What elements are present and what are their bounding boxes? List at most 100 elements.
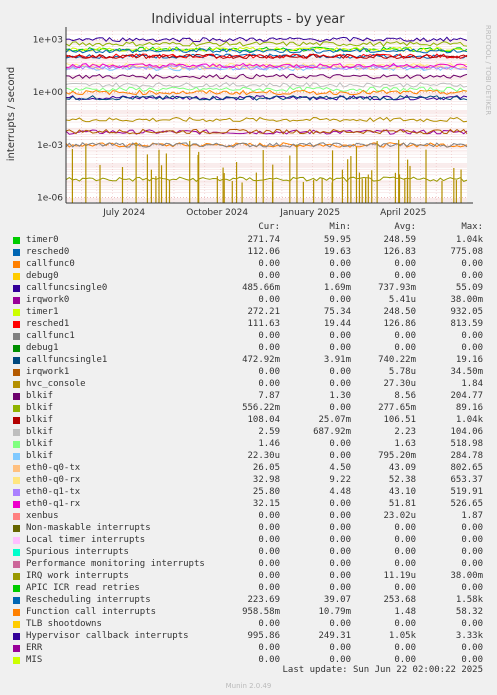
legend-min: 0.00 — [329, 367, 351, 377]
legend-name: blkif — [26, 403, 54, 413]
legend-row: hvc_console 0.00 0.00 27.30u 1.84 — [0, 378, 497, 390]
legend-row: blkif 22.30u 0.00 795.20m 284.78 — [0, 450, 497, 462]
legend-max: 0.00 — [461, 619, 483, 629]
legend-cur: 0.00 — [258, 571, 280, 581]
legend-row: Function call interrupts 958.58m 10.79m 1.4… — [0, 606, 497, 618]
legend-cur: 0.00 — [258, 343, 280, 353]
legend-name: xenbus — [26, 511, 59, 521]
legend-min: 249.31 — [318, 631, 351, 641]
legend-max: 1.04k — [455, 415, 483, 425]
legend-avg: 737.93m — [378, 283, 416, 293]
legend-swatch — [13, 633, 20, 640]
series-line — [65, 89, 468, 96]
series-line — [65, 81, 468, 88]
legend-min: 25.07m — [318, 415, 351, 425]
legend-cur: 272.21 — [247, 307, 280, 317]
legend-name: callfunc1 — [26, 331, 75, 341]
series-line — [65, 48, 468, 54]
legend-swatch — [13, 453, 20, 460]
legend-row: irqwork0 0.00 0.00 5.41u 38.00m — [0, 294, 497, 306]
legend-max: 1.58k — [455, 595, 483, 605]
legend-swatch — [13, 621, 20, 628]
legend-cur: 0.00 — [258, 295, 280, 305]
legend-swatch — [13, 441, 20, 448]
legend-max: 0.00 — [461, 547, 483, 557]
legend-cur: 0.00 — [258, 259, 280, 269]
legend-avg: 8.56 — [394, 391, 416, 401]
legend-avg: 43.10 — [388, 487, 416, 497]
legend-row: timer1 272.21 75.34 248.50 932.05 — [0, 306, 497, 318]
legend-avg: 0.00 — [394, 331, 416, 341]
series-line — [65, 73, 468, 80]
legend-max: 0.00 — [461, 643, 483, 653]
legend-name: debug0 — [26, 271, 59, 281]
legend-max: 526.65 — [450, 499, 483, 509]
legend-name: eth0-q1-tx — [26, 487, 81, 497]
legend-name: Function call interrupts — [26, 607, 157, 617]
legend-cur: 0.00 — [258, 271, 280, 281]
legend-name: eth0-q1-rx — [26, 499, 81, 509]
legend-cur: 958.58m — [242, 607, 280, 617]
legend-name: callfuncsingle0 — [26, 283, 108, 293]
series-line — [65, 53, 468, 60]
legend-name: callfuncsingle1 — [26, 355, 108, 365]
legend-row: resched1 111.63 19.44 126.86 813.59 — [0, 318, 497, 330]
legend-cur: 25.80 — [252, 487, 280, 497]
series-line — [65, 142, 468, 148]
legend-swatch — [13, 417, 20, 424]
header-avg: Avg: — [394, 222, 416, 232]
legend-avg: 5.41u — [388, 295, 416, 305]
legend-avg: 51.81 — [388, 499, 416, 509]
legend-cur: 223.69 — [247, 595, 280, 605]
legend-cur: 7.87 — [258, 391, 280, 401]
legend-cur: 0.00 — [258, 367, 280, 377]
legend-swatch — [13, 573, 20, 580]
legend-row: callfuncsingle1 472.92m 3.91m 740.22m 19.16 — [0, 354, 497, 366]
legend-cur: 32.15 — [252, 499, 280, 509]
legend-max: 104.06 — [450, 427, 483, 437]
legend-max: 813.59 — [450, 319, 483, 329]
legend-avg: 2.23 — [394, 427, 416, 437]
legend-min: 0.00 — [329, 655, 351, 665]
legend-max: 802.65 — [450, 463, 483, 473]
legend-avg: 248.50 — [383, 307, 416, 317]
legend-min: 0.00 — [329, 571, 351, 581]
legend-min: 59.95 — [323, 235, 351, 245]
legend-min: 0.00 — [329, 499, 351, 509]
legend-row: eth0-q0-rx 32.98 9.22 52.38 653.37 — [0, 474, 497, 486]
legend-min: 0.00 — [329, 547, 351, 557]
legend-cur: 22.30u — [247, 451, 280, 461]
legend-swatch — [13, 321, 20, 328]
header-min: Min: — [329, 222, 351, 232]
legend-swatch — [13, 465, 20, 472]
legend-name: blkif — [26, 391, 54, 401]
legend-swatch — [13, 501, 20, 508]
y-tick-label: 1e+03 — [33, 35, 63, 45]
legend-min: 0.00 — [329, 559, 351, 569]
legend-avg: 1.05k — [388, 631, 416, 641]
legend-avg: 1.63 — [394, 439, 416, 449]
y-tick-label: 1e+00 — [33, 88, 64, 98]
legend-row: TLB shootdowns 0.00 0.00 0.00 0.00 — [0, 618, 497, 630]
legend-min: 0.00 — [329, 403, 351, 413]
series-line — [65, 62, 468, 69]
legend-min: 0.00 — [329, 511, 351, 521]
legend-min: 19.44 — [323, 319, 351, 329]
legend-cur: 111.63 — [247, 319, 280, 329]
legend-min: 0.00 — [329, 379, 351, 389]
legend-avg: 795.20m — [378, 451, 416, 461]
legend-avg: 126.86 — [383, 319, 416, 329]
legend-cur: 112.06 — [247, 247, 280, 257]
legend-swatch — [13, 585, 20, 592]
legend-name: Hypervisor callback interrupts — [26, 631, 189, 641]
legend-avg: 126.83 — [383, 247, 416, 257]
legend-max: 58.32 — [455, 607, 483, 617]
legend-min: 1.69m — [323, 283, 351, 293]
legend-cur: 26.05 — [252, 463, 280, 473]
legend-avg: 0.00 — [394, 271, 416, 281]
legend-row: blkif 556.22m 0.00 277.65m 89.16 — [0, 402, 497, 414]
legend-max: 519.91 — [450, 487, 483, 497]
munin-version: Munin 2.0.49 — [225, 682, 272, 690]
legend-name: blkif — [26, 439, 54, 449]
header-cur: Cur: — [258, 222, 280, 232]
